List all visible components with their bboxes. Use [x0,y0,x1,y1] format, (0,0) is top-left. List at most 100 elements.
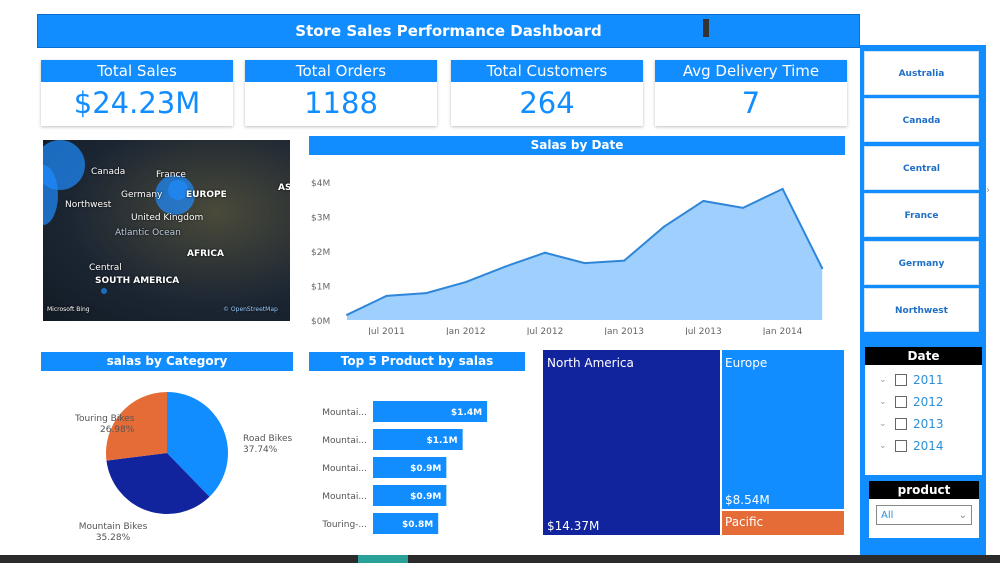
kpi-label: Total Orders [245,60,437,82]
map-label: EUROPE [186,190,227,200]
year-label: 2011 [913,373,944,387]
checkbox[interactable] [895,396,907,408]
chevron-down-icon[interactable]: ⌄ [879,419,887,429]
slicer-title: Date [865,347,982,365]
year-item-2012[interactable]: ⌄ 2012 [865,391,982,413]
map-label: Central [89,263,122,273]
checkbox[interactable] [895,374,907,386]
checkbox[interactable] [895,418,907,430]
bar-category: Mountai... [322,492,367,502]
y-tick-label: $4M [311,179,330,189]
bar-chart: Mountai... $1.4M Mountai... $1.1M Mountai...… [321,401,488,534]
bing-logo: Microsoft Bing [47,306,90,313]
bar-value-label: $0.9M [410,464,441,474]
bar-category: Mountai... [322,436,367,446]
map-label: ASI [278,183,290,193]
sales-by-date-chart: Salas by Date $0M $1M $2M $3M $4M Jul 2011 Jan… [309,136,845,339]
treemap-label: Europe [725,356,768,370]
dropdown-value: All [881,509,894,521]
kpi-label: Total Customers [451,60,643,82]
kpi-label: Total Sales [41,60,233,82]
bar [373,513,439,534]
product-dropdown[interactable]: All ⌄ [876,505,972,525]
map-label: SOUTH AMERICA [95,276,180,286]
region-button-central[interactable]: Central [864,146,979,190]
kpi-value: $24.23M [73,86,201,120]
x-tick-label: Jul 2011 [367,327,405,335]
sales-by-category-chart: salas by Category Road Bikes 37.74% Mounta… [41,352,293,555]
area-chart: $0M $1M $2M $3M $4M Jul 2011 Jan 2012 Jul 2012 J… [311,179,824,337]
kpi-total-orders: Total Orders 1188 [245,60,437,126]
region-treemap: North America $14.37M Europe $8.54M Paci… [543,350,844,535]
data-point [464,281,467,284]
slice-percent: 26.98% [100,425,135,435]
data-point [662,225,665,228]
checkbox[interactable] [895,440,907,452]
map-label: Germany [121,190,163,200]
bar [373,401,488,422]
product-slicer: product All ⌄ [869,481,979,538]
pie-slice [167,392,228,497]
bar-value-label: $0.8M [402,520,433,530]
chart-title: salas by Category [41,352,293,371]
slice-name: Mountain Bikes [79,522,148,532]
bar-category: Mountai... [322,408,367,418]
region-button-germany[interactable]: Germany [864,241,979,285]
pie-slice [106,453,210,514]
chevron-down-icon[interactable]: ⌄ [879,441,887,451]
chevron-down-icon: ⌄ [958,509,967,521]
y-tick-label: $0M [311,317,330,327]
region-button-canada[interactable]: Canada [864,98,979,142]
treemap-value: $8.54M [725,493,770,507]
dashboard-title: Store Sales Performance Dashboard [37,14,860,48]
chevron-right-icon[interactable]: › [986,185,990,196]
year-label: 2014 [913,439,944,453]
year-item-2013[interactable]: ⌄ 2013 [865,413,982,435]
treemap-north-america[interactable]: North America $14.37M [543,350,720,535]
region-button-france[interactable]: France [864,193,979,237]
data-point [781,187,784,190]
data-point [623,259,626,262]
region-button-northwest[interactable]: Northwest [864,288,979,332]
x-tick-label: Jan 2013 [603,327,644,335]
date-slicer: Date ⌄ 2011 ⌄ 2012 ⌄ 2013 ⌄ 2014 [865,347,982,475]
kpi-total-customers: Total Customers 264 [451,60,643,126]
slice-percent: 35.28% [96,533,131,543]
y-tick-label: $2M [311,248,330,258]
top-products-chart: Top 5 Product by salas Mountai... $1.4M Mo… [309,352,525,555]
data-point [385,294,388,297]
kpi-avg-delivery: Avg Delivery Time 7 [655,60,847,126]
year-item-2011[interactable]: ⌄ 2011 [865,369,982,391]
filter-panel: Australia Canada Central France Germany … [860,45,986,557]
data-point [742,206,744,209]
region-button-australia[interactable]: Australia [864,51,979,95]
slice-name: Touring Bikes [74,414,135,424]
data-point [544,251,546,254]
sales-map[interactable]: Canada France Germany EUROPE Northwest U… [43,140,290,321]
treemap-label: Pacific [725,515,764,529]
data-point [425,292,428,295]
map-credit[interactable]: © OpenStreetMap [223,306,278,313]
treemap-pacific[interactable]: Pacific [722,511,844,535]
x-tick-label: Jan 2012 [445,327,486,335]
treemap-europe[interactable]: Europe $8.54M [722,350,844,509]
data-point [702,199,705,202]
bar-category: Touring-... [321,520,367,530]
map-label: Northwest [65,200,112,210]
chevron-down-icon[interactable]: ⌄ [879,375,887,385]
bar-value-label: $1.4M [451,408,482,418]
kpi-total-sales: Total Sales $24.23M [41,60,233,126]
map-label: France [156,170,186,180]
slice-percent: 37.74% [243,445,278,455]
chevron-down-icon[interactable]: ⌄ [879,397,887,407]
bar [373,457,447,478]
pie-slice [106,392,167,461]
cursor-marker [703,19,709,37]
year-item-2014[interactable]: ⌄ 2014 [865,435,982,457]
kpi-value: 264 [519,86,575,120]
x-tick-label: Jul 2012 [526,327,564,335]
bar-value-label: $1.1M [426,436,457,446]
chart-title: Salas by Date [309,136,845,155]
slice-name: Road Bikes [243,434,293,444]
